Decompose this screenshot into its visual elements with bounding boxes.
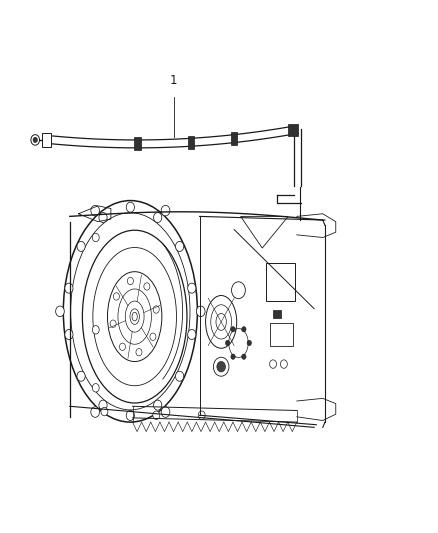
Circle shape [77, 241, 85, 252]
Circle shape [176, 241, 184, 252]
Circle shape [242, 354, 246, 359]
Circle shape [120, 343, 126, 351]
Circle shape [65, 329, 73, 340]
FancyBboxPatch shape [270, 324, 293, 345]
Circle shape [65, 283, 73, 293]
Circle shape [154, 400, 162, 410]
Circle shape [153, 411, 160, 419]
Polygon shape [240, 216, 288, 248]
Circle shape [150, 333, 156, 341]
Bar [288, 124, 298, 136]
Circle shape [198, 411, 205, 419]
Text: 1: 1 [170, 74, 177, 87]
Circle shape [56, 306, 64, 317]
FancyBboxPatch shape [266, 263, 295, 301]
Circle shape [91, 205, 99, 216]
Circle shape [270, 360, 276, 368]
Circle shape [99, 213, 107, 223]
Circle shape [113, 293, 120, 300]
FancyBboxPatch shape [273, 310, 281, 318]
Circle shape [187, 329, 196, 340]
Circle shape [127, 277, 134, 285]
Bar [231, 132, 237, 145]
Circle shape [33, 138, 37, 142]
Circle shape [247, 341, 251, 345]
Circle shape [226, 341, 230, 345]
Bar [134, 138, 141, 150]
Circle shape [153, 306, 159, 313]
Circle shape [126, 202, 134, 212]
Circle shape [110, 320, 116, 327]
Circle shape [77, 372, 85, 381]
Circle shape [92, 384, 99, 392]
Circle shape [92, 326, 99, 334]
Circle shape [101, 407, 108, 416]
Circle shape [176, 372, 184, 381]
Circle shape [242, 327, 246, 332]
Circle shape [126, 410, 134, 421]
Bar [187, 136, 194, 149]
Circle shape [161, 205, 170, 216]
Circle shape [154, 213, 162, 223]
Circle shape [136, 349, 142, 356]
Circle shape [91, 407, 99, 417]
Circle shape [31, 135, 39, 145]
Circle shape [217, 361, 226, 372]
Bar [42, 133, 51, 147]
Circle shape [144, 282, 150, 290]
Circle shape [99, 400, 107, 410]
Circle shape [231, 327, 235, 332]
Circle shape [92, 233, 99, 241]
Circle shape [213, 357, 229, 376]
Circle shape [280, 360, 287, 368]
Circle shape [231, 354, 235, 359]
Circle shape [161, 407, 170, 417]
Circle shape [187, 283, 196, 293]
Circle shape [196, 306, 205, 317]
